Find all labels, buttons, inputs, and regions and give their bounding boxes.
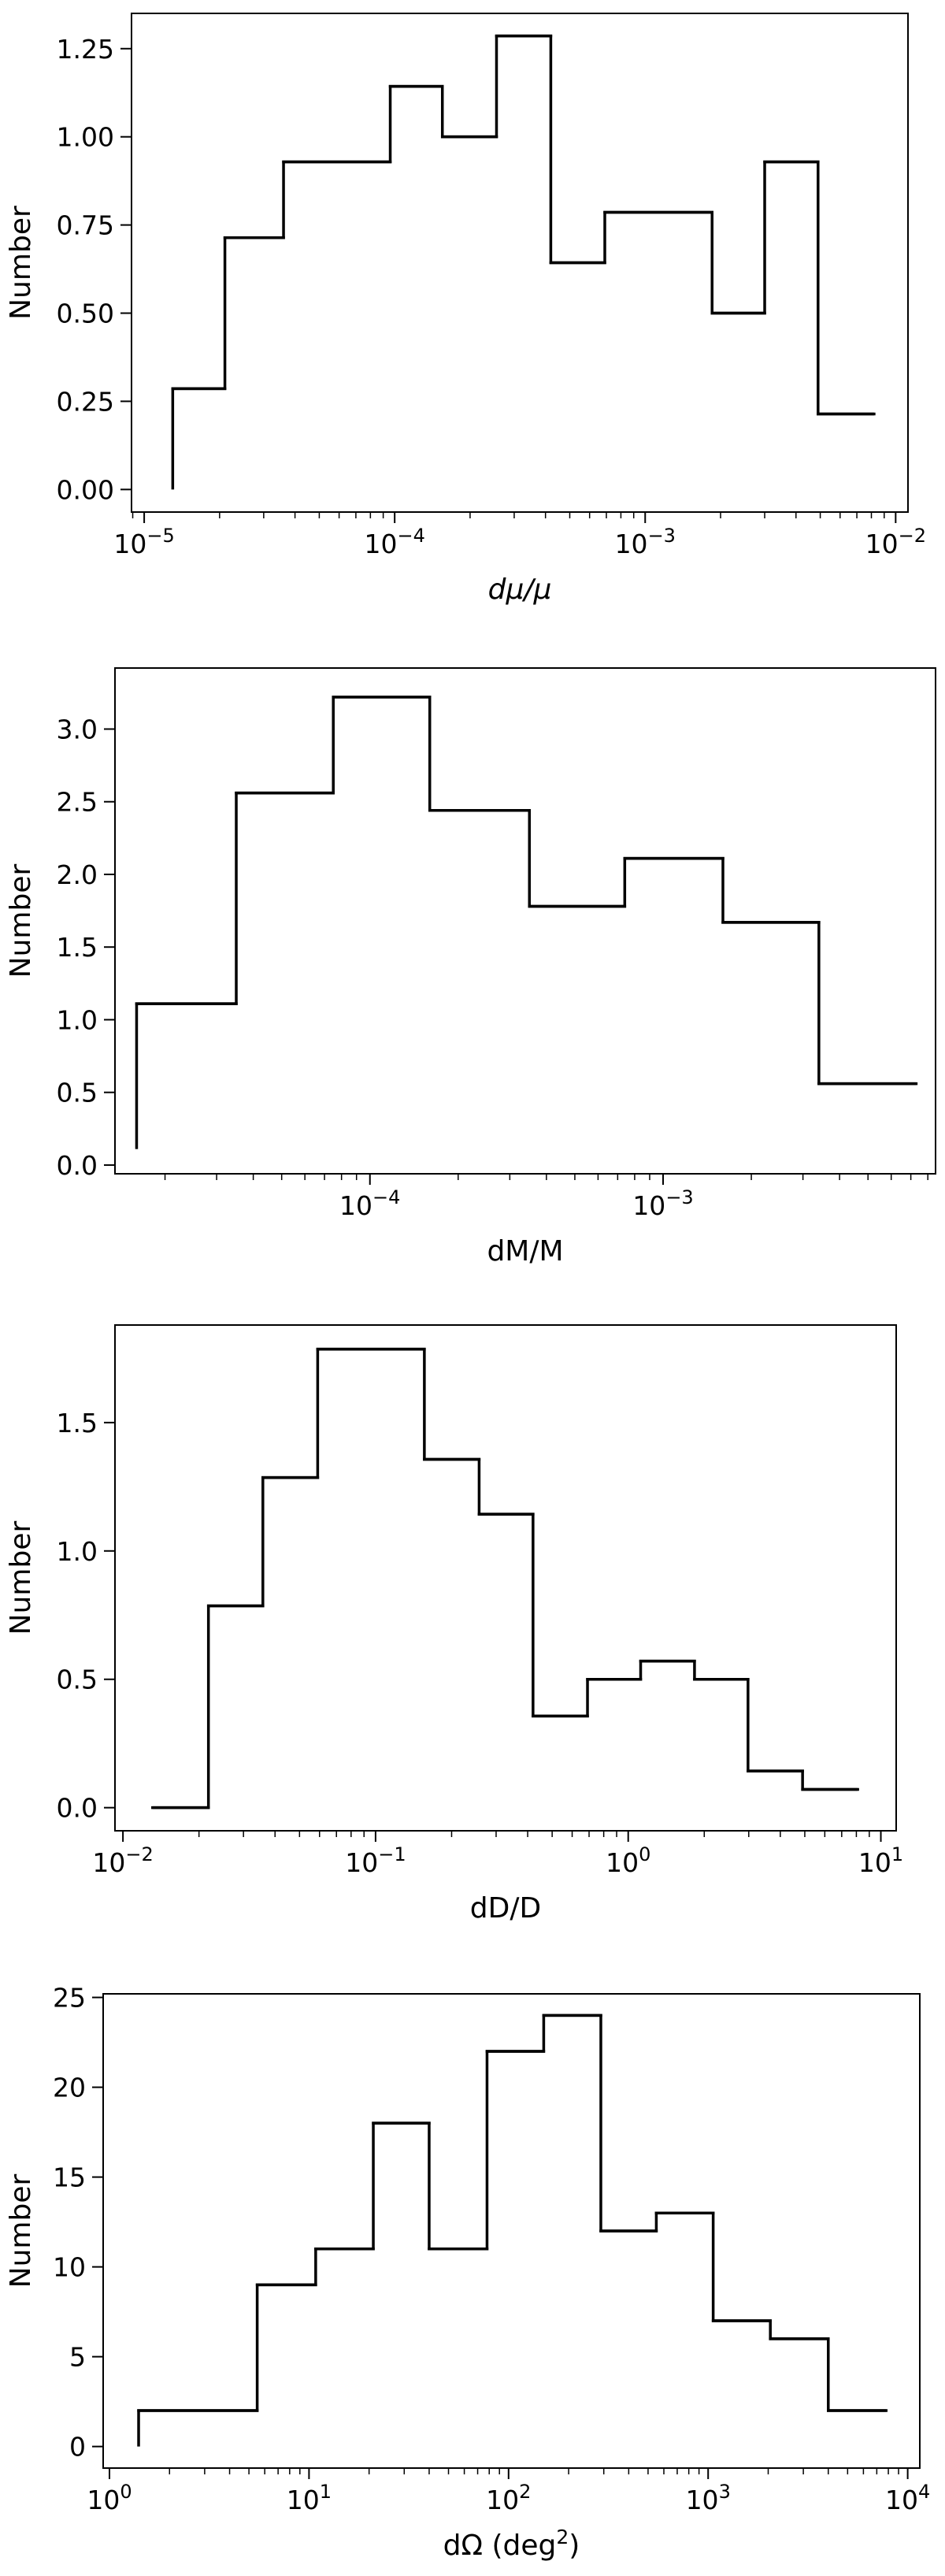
y-tick-label: 25: [53, 1983, 86, 2014]
x-tick-label: 10−2: [92, 1843, 153, 1878]
x-axis-label: dΩ (deg2): [443, 2526, 580, 2562]
x-axis-label: dD/D: [470, 1892, 541, 1925]
y-tick-label: 10: [53, 2252, 86, 2283]
x-tick-label: 10−4: [364, 525, 424, 559]
y-tick-label: 5: [69, 2342, 86, 2373]
y-axis-label: Number: [5, 863, 37, 978]
y-tick-label: 0.0: [57, 1150, 98, 1181]
y-tick-label: 0.0: [57, 1793, 98, 1824]
histogram-step-line: [171, 34, 874, 490]
y-tick-label: 1.00: [57, 122, 114, 153]
y-tick-label: 20: [53, 2073, 86, 2103]
y-tick-label: 0.5: [57, 1665, 98, 1695]
plot-frame: [114, 667, 936, 1175]
y-tick-label: 0.75: [57, 210, 114, 241]
y-tick-label: 0: [69, 2432, 86, 2463]
x-tick-label: 10−4: [339, 1186, 400, 1221]
chart-panel-1: 10−5 10−4 10−3 10−2 0.00 0.25 0.50 0.75 1.00 1.25…: [5, 13, 926, 606]
chart-panel-2: 10−4 10−3 0.0 0.5 1.0 1.5 2.0 2.5 3.0 dM/M Number: [5, 667, 936, 1268]
x-tick-label: 10−5: [113, 525, 174, 559]
x-axis-label: dμ/μ: [488, 573, 552, 606]
x-tick-label: 104: [885, 2481, 930, 2515]
chart-panel-4: 100 101 102 103 104 0 5 10 15 20 25 dΩ (deg2) Number: [5, 1983, 930, 2562]
y-tick-label: 3.0: [57, 714, 98, 744]
histogram-step-line: [152, 1347, 858, 1810]
y-tick-label: 0.50: [57, 299, 114, 329]
plot-frame: [114, 1324, 897, 1832]
chart-panel-3: 10−2 10−1 100 101 0.0 0.5 1.0 1.5 dD/D Number: [5, 1324, 903, 1925]
x-tick-label: 10−3: [615, 525, 676, 559]
x-tick-label: 10−3: [632, 1186, 693, 1221]
y-tick-label: 0.25: [57, 386, 114, 417]
y-tick-label: 15: [53, 2162, 86, 2193]
y-tick-label: 1.0: [57, 1004, 98, 1035]
x-tick-label: 100: [606, 1843, 650, 1878]
x-axis-label: dM/M: [487, 1235, 563, 1268]
x-tick-label: 100: [87, 2481, 132, 2515]
x-tick-label: 101: [287, 2481, 332, 2515]
y-axis-label: Number: [5, 2173, 37, 2288]
plot-frame: [131, 13, 909, 513]
y-tick-label: 1.5: [57, 1408, 98, 1438]
x-tick-label: 10−1: [345, 1843, 406, 1878]
histogram-step-line: [137, 2014, 887, 2447]
y-tick-label: 0.5: [57, 1078, 98, 1108]
y-tick-label: 1.25: [57, 34, 114, 65]
plot-frame: [102, 1993, 921, 2469]
y-tick-label: 1.5: [57, 932, 98, 963]
x-tick-label: 103: [686, 2481, 731, 2515]
y-tick-label: 2.5: [57, 787, 98, 818]
y-axis-label: Number: [5, 206, 37, 320]
y-tick-label: 0.00: [57, 474, 114, 505]
x-tick-label: 10−2: [865, 525, 926, 559]
y-tick-label: 1.0: [57, 1536, 98, 1567]
y-tick-label: 2.0: [57, 859, 98, 890]
x-tick-label: 101: [858, 1843, 903, 1878]
y-axis-label: Number: [5, 1520, 37, 1635]
x-tick-label: 102: [486, 2481, 531, 2515]
